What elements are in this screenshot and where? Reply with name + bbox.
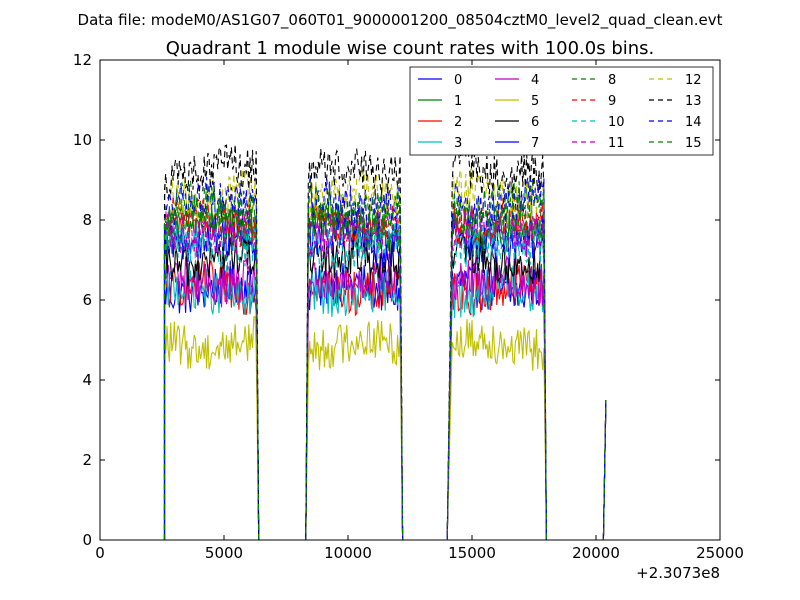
y-tick-label: 0 bbox=[82, 531, 92, 549]
series-line-11 bbox=[163, 205, 607, 541]
legend-frame bbox=[409, 66, 714, 156]
x-tick-label: 25000 bbox=[696, 544, 744, 562]
legend-label: 10 bbox=[608, 115, 625, 130]
legend-label: 8 bbox=[608, 73, 616, 88]
y-tick-label: 2 bbox=[82, 451, 92, 469]
y-tick-label: 10 bbox=[73, 131, 92, 149]
legend-label: 12 bbox=[685, 73, 702, 88]
y-tick-label: 12 bbox=[73, 51, 92, 69]
series-layer bbox=[163, 144, 607, 541]
x-tick-label: 10000 bbox=[324, 544, 372, 562]
legend-label: 11 bbox=[608, 136, 625, 151]
x-offset-label: +2.3073e8 bbox=[636, 564, 720, 582]
x-tick-label: 5000 bbox=[205, 544, 243, 562]
series-line-15 bbox=[163, 178, 607, 541]
x-tick-label: 20000 bbox=[572, 544, 620, 562]
y-tick-label: 8 bbox=[82, 211, 92, 229]
legend-label: 7 bbox=[531, 136, 539, 151]
series-line-3 bbox=[163, 264, 607, 541]
legend-label: 6 bbox=[531, 115, 539, 130]
series-line-10 bbox=[163, 217, 607, 541]
series-line-5 bbox=[163, 315, 607, 541]
y-tick-label: 6 bbox=[82, 291, 92, 309]
series-line-4 bbox=[163, 253, 607, 541]
legend-label: 5 bbox=[531, 94, 539, 109]
legend-label: 1 bbox=[454, 94, 462, 109]
x-tick-label: 0 bbox=[95, 544, 105, 562]
legend-label: 9 bbox=[608, 94, 616, 109]
legend-label: 15 bbox=[685, 136, 702, 151]
legend-label: 13 bbox=[685, 94, 702, 109]
suptitle: Data file: modeM0/AS1G07_060T01_90000012… bbox=[78, 11, 723, 30]
legend-label: 14 bbox=[685, 115, 702, 130]
legend-label: 2 bbox=[454, 115, 462, 130]
y-tick-label: 4 bbox=[82, 371, 92, 389]
legend-label: 0 bbox=[454, 73, 462, 88]
legend-label: 4 bbox=[531, 73, 539, 88]
series-line-14 bbox=[163, 176, 607, 541]
legend-label: 3 bbox=[454, 136, 462, 151]
x-tick-label: 15000 bbox=[448, 544, 496, 562]
series-line-9 bbox=[163, 195, 607, 541]
chart-title: Quadrant 1 module wise count rates with … bbox=[166, 38, 655, 59]
